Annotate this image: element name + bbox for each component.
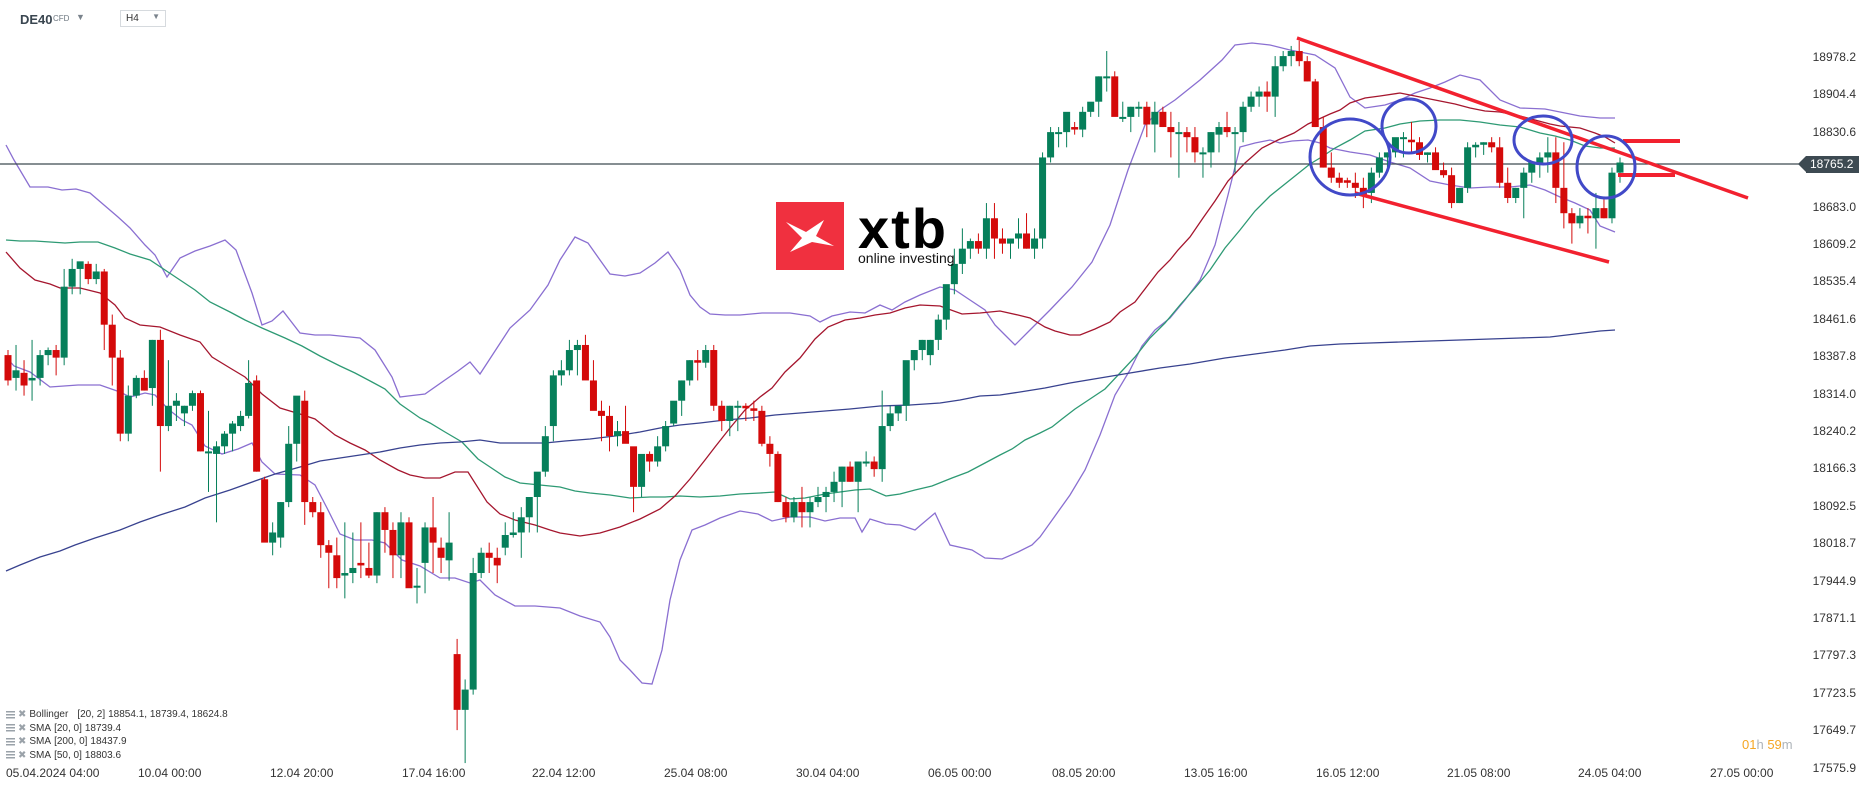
chart-toolbar: DE40 CFD ▼ H4 ▼ [0,0,1866,36]
x-axis-label: 12.04 20:00 [270,766,334,780]
legend-name: SMA [29,722,52,734]
close-icon[interactable]: ✖ [18,749,27,761]
xtb-x-icon [786,220,834,252]
legend-name: SMA [29,749,52,761]
y-axis-label: 18830.6 [1812,124,1856,139]
y-axis-label: 17575.9 [1812,760,1856,775]
legend-params: [50, 0] [54,749,82,761]
x-axis-label: 27.05 00:00 [1710,766,1774,780]
current-price-tag: 18765.2 [1797,156,1860,173]
y-axis-label: 18535.4 [1812,274,1856,289]
symbol-dropdown-icon[interactable]: ▼ [76,12,85,22]
y-axis-label: 18609.2 [1812,237,1856,251]
sma200-line [5,329,1616,572]
y-axis-label: 18314.0 [1812,386,1856,401]
x-axis-label: 13.05 16:00 [1184,766,1248,780]
x-axis-label: 17.04 16:00 [402,766,466,780]
legend-name: Bollinger [29,709,69,721]
drawing-annotations[interactable] [1296,36,1749,264]
x-axis-label: 05.04.2024 04:00 [6,766,100,780]
timeframe-select[interactable]: H4 ▼ [120,10,166,27]
settings-icon[interactable] [6,751,15,760]
x-axis-label: 10.04 00:00 [138,766,202,780]
timer-h-unit: h [1756,737,1764,752]
x-axis-label: 22.04 12:00 [532,766,596,780]
y-axis-label: 18904.4 [1812,87,1856,102]
y-axis-label: 17649.7 [1812,723,1856,738]
y-axis-label: 17797.3 [1812,648,1856,663]
legend-sma200: ✖ SMA [200, 0] 18437.9 [6,735,228,749]
legend-bollinger: ✖ Bollinger [20, 2] 18854.1, 18739.4, 18… [6,708,228,722]
legend-sma50: ✖ SMA [50, 0] 18803.6 [6,749,228,763]
y-axis-label: 18018.7 [1812,536,1856,551]
timer-hours: 01 [1742,737,1757,752]
legend-values: 18854.1, 18739.4, 18624.8 [108,709,228,721]
close-icon[interactable]: ✖ [18,709,27,721]
logo-brand: xtb [858,197,948,260]
timer-m-unit: m [1781,737,1793,752]
y-axis-label: 18978.2 [1812,50,1856,64]
y-axis-label: 17871.1 [1812,611,1856,626]
y-axis-label: 17944.9 [1812,573,1856,588]
timer-minutes: 59 [1767,737,1782,752]
legend-values: 18739.4 [84,722,122,734]
y-axis-label: 17723.5 [1812,685,1856,700]
x-axis-label: 16.05 12:00 [1316,766,1380,780]
y-axis-label: 18387.8 [1812,349,1856,364]
indicator-legend: ✖ Bollinger [20, 2] 18854.1, 18739.4, 18… [6,708,228,762]
y-axis-label: 18461.6 [1812,311,1856,326]
x-axis-label: 25.04 08:00 [664,766,728,780]
x-axis-label: 24.05 04:00 [1578,766,1642,780]
close-icon[interactable]: ✖ [18,722,27,734]
symbol-type: CFD [53,14,70,23]
xtb-logo: xtb online investing [776,197,966,272]
x-axis-label: 06.05 00:00 [928,766,992,780]
legend-params: [200, 0] [54,736,88,748]
chevron-down-icon: ▼ [152,12,160,21]
close-icon[interactable]: ✖ [18,736,27,748]
settings-icon[interactable] [6,724,15,733]
legend-params: [20, 2] [77,709,106,721]
legend-values: 18803.6 [84,749,122,761]
timeframe-value: H4 [126,13,139,24]
legend-name: SMA [29,736,52,748]
candles [4,40,1624,764]
legend-params: [20, 0] [54,722,82,734]
xtb-logo-mark [776,202,844,270]
y-axis-label: 18092.5 [1812,498,1856,513]
legend-values: 18437.9 [90,736,127,748]
x-axis-label: 08.05 20:00 [1052,766,1116,780]
logo-tagline: online investing [858,250,955,266]
candle-countdown: 01h 59m [1742,737,1793,752]
bollinger-upper-line [5,42,1615,398]
x-axis-label: 30.04 04:00 [796,766,860,780]
y-axis-label: 18240.2 [1812,424,1856,439]
symbol-name[interactable]: DE40 [20,12,53,27]
settings-icon[interactable] [6,710,15,719]
y-axis-label: 18166.3 [1812,461,1856,476]
indicator-lines [5,42,1616,685]
x-axis-label: 21.05 08:00 [1447,766,1511,780]
legend-sma20: ✖ SMA [20, 0] 18739.4 [6,722,228,736]
y-axis-label: 18683.0 [1812,199,1856,214]
settings-icon[interactable] [6,737,15,746]
sma20-line [5,92,1616,537]
